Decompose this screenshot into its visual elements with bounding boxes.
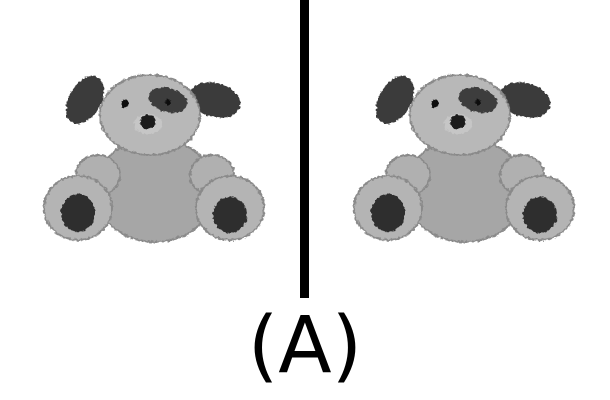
- vertical-divider: [300, 0, 309, 298]
- teddy-bear-icon: [353, 70, 575, 243]
- teddy-bear-icon: [43, 70, 265, 243]
- figure-caption: (A): [247, 301, 363, 391]
- teddy-bear-right-image: [353, 70, 575, 243]
- teddy-bear-left-image: [43, 70, 265, 243]
